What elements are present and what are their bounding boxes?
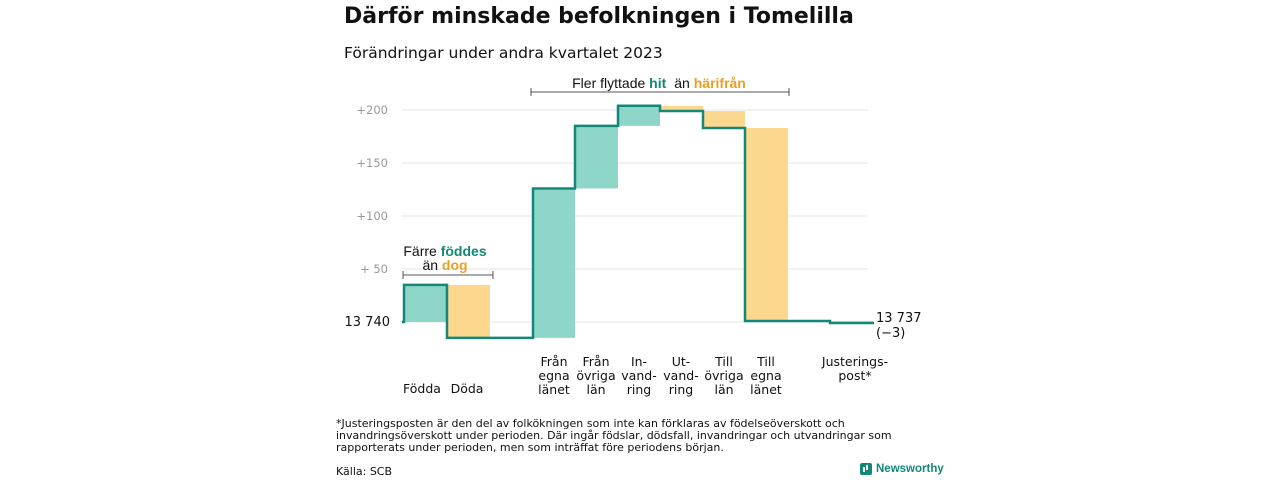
annotation-migration: Fler flyttade hit än härifrån — [572, 75, 746, 91]
category-label: egna — [538, 368, 569, 383]
waterfall-bar — [618, 105, 660, 126]
y-tick-label: + 50 — [360, 262, 388, 276]
y-tick-label: +200 — [356, 103, 388, 117]
annotation-migration-harifran: härifrån — [694, 75, 746, 91]
category-label: vand- — [663, 368, 698, 383]
category-label: Döda — [451, 381, 484, 396]
category-label: Födda — [403, 381, 441, 396]
end-value-label: 13 737 — [876, 311, 922, 326]
category-label: länet — [750, 382, 782, 397]
category-label: övriga — [576, 368, 615, 383]
annotation-deaths-text-b: dog — [442, 257, 468, 273]
category-label: övriga — [704, 368, 743, 383]
annotation-births-text-b: föddes — [441, 243, 487, 259]
waterfall-bar — [404, 284, 447, 322]
category-label: Från — [582, 354, 609, 369]
category-label: egna — [750, 368, 781, 383]
annotation-migration-hit: hit — [649, 75, 666, 91]
category-label: ring — [627, 382, 651, 397]
footnote: *Justeringsposten är den del av folkökni… — [336, 417, 892, 454]
start-value-label: 13 740 — [345, 315, 391, 330]
waterfall-bar — [703, 111, 745, 129]
waterfall-bar — [660, 105, 703, 112]
y-tick-label: +100 — [356, 209, 388, 223]
y-tick-label: +150 — [356, 156, 388, 170]
category-label: vand- — [621, 368, 656, 383]
chart-subtitle: Förändringar under andra kvartalet 2023 — [344, 44, 663, 62]
newsworthy-icon — [860, 463, 872, 475]
annotation-births-text-a: Färre — [403, 243, 440, 259]
category-label: Till — [756, 354, 775, 369]
category-label: Från — [540, 354, 567, 369]
chart-title: Därför minskade befolkningen i Tomelilla — [344, 4, 854, 29]
category-label: Justerings- — [821, 354, 888, 369]
category-label: post* — [838, 368, 871, 383]
waterfall-bar — [745, 128, 788, 321]
category-label: ring — [669, 382, 693, 397]
source-label: Källa: SCB — [336, 465, 393, 478]
waterfall-chart: + 50 +100 +150 +200 13 740 13 737(−3) Födda Dö… — [345, 75, 922, 397]
category-label: län — [714, 382, 733, 397]
category-label: länet — [538, 382, 570, 397]
cumulative-step-line — [402, 104, 874, 340]
annotation-births-line2: än dog — [422, 257, 467, 273]
brand-name: Newsworthy — [876, 463, 944, 475]
waterfall-bar — [533, 188, 575, 338]
end-change-label: (−3) — [876, 326, 905, 341]
waterfall-bar — [447, 284, 490, 338]
category-label: Ut- — [672, 354, 691, 369]
category-label: In- — [631, 354, 647, 369]
brand-logo: Newsworthy — [860, 463, 944, 475]
category-label: län — [586, 382, 605, 397]
annotation-deaths-text-a: än — [422, 257, 441, 273]
waterfall-bar — [575, 125, 618, 189]
annotation-migration-a: Fler flyttade — [572, 75, 649, 91]
category-label: Till — [714, 354, 733, 369]
annotation-migration-c: än — [674, 75, 693, 91]
annotation-births-line1: Färre föddes — [403, 243, 486, 259]
